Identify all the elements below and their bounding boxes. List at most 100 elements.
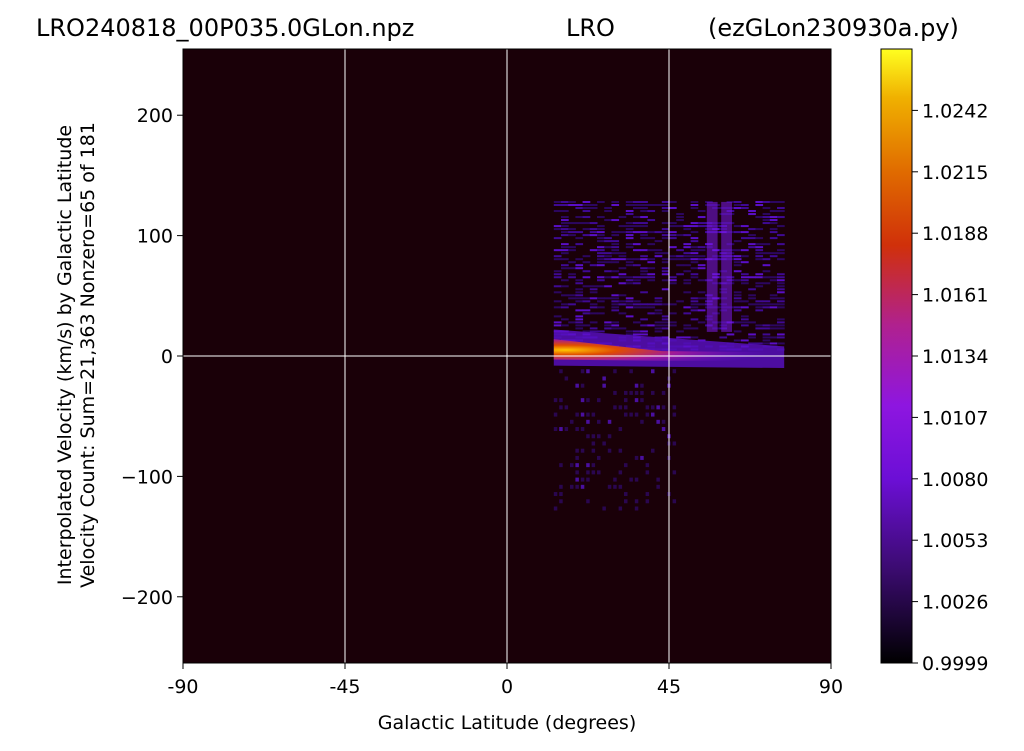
- heat-cell: [575, 222, 584, 225]
- heat-cell: [654, 327, 663, 330]
- heat-cell: [661, 321, 670, 324]
- heat-cell: [575, 315, 584, 318]
- heat-cell: [597, 300, 605, 303]
- heat-cell: [676, 336, 684, 339]
- heat-cell: [604, 258, 612, 261]
- x-tick-label: -90: [167, 676, 198, 698]
- heat-cell: [561, 258, 569, 261]
- heat-cell: [733, 291, 742, 294]
- heat-cell: [755, 255, 764, 258]
- heat-cell: [755, 327, 764, 330]
- heat-cell: [690, 327, 699, 330]
- heat-cell: [640, 276, 648, 279]
- heat-cell: [769, 297, 778, 300]
- heat-cell: [661, 318, 670, 321]
- heat-cell: [748, 297, 756, 300]
- heat-cell: [625, 297, 634, 300]
- heat-cell: [755, 306, 764, 309]
- heat-cell: [597, 434, 601, 439]
- heat-cell: [597, 225, 605, 228]
- heat-cell: [575, 427, 579, 432]
- heat-cell: [633, 200, 641, 203]
- heat-cell: [748, 210, 756, 213]
- heat-cell: [582, 261, 591, 264]
- heat-cell: [597, 249, 605, 252]
- heat-cell: [559, 463, 563, 468]
- heat-cell: [586, 499, 590, 504]
- heat-cell: [613, 390, 617, 395]
- heat-cell: [561, 279, 569, 282]
- heat-cell: [591, 434, 596, 439]
- heat-cell: [580, 427, 585, 432]
- heat-cell: [733, 258, 742, 261]
- heat-cell: [762, 213, 771, 216]
- heat-cell: [683, 264, 692, 267]
- heat-cell: [553, 492, 558, 497]
- heat-cell: [769, 222, 778, 225]
- heat-cell: [748, 213, 756, 216]
- heat-cell: [661, 234, 670, 237]
- heat-cell: [564, 376, 569, 381]
- heat-cell: [625, 330, 634, 333]
- heat-cell: [669, 225, 677, 228]
- heat-cell: [575, 297, 584, 300]
- heat-cell: [741, 261, 749, 264]
- heat-cell: [580, 484, 585, 489]
- heat-cell: [597, 255, 605, 258]
- heat-cell: [575, 207, 584, 210]
- heat-cell: [683, 228, 692, 231]
- heat-cell: [575, 258, 584, 261]
- heat-cell: [676, 300, 684, 303]
- heat-cell: [683, 327, 692, 330]
- heat-cell: [589, 234, 598, 237]
- heat-cell: [719, 336, 728, 339]
- heat-cell: [690, 255, 699, 258]
- heat-cell: [597, 240, 605, 243]
- heat-cell: [586, 477, 590, 482]
- heat-cell: [618, 470, 623, 475]
- heat-cell: [777, 291, 785, 294]
- heat-cell: [582, 255, 591, 258]
- heat-cell: [777, 324, 785, 327]
- heat-cell: [645, 463, 650, 468]
- heat-cell: [672, 470, 677, 475]
- heat-cell: [611, 246, 620, 249]
- heat-cell: [683, 291, 692, 294]
- heat-cell: [553, 273, 562, 276]
- heat-cell: [611, 249, 620, 252]
- heat-cell: [553, 255, 562, 258]
- heat-cell: [589, 321, 598, 324]
- heat-cell: [741, 315, 749, 318]
- heat-cell: [604, 207, 612, 210]
- heat-cell: [633, 225, 641, 228]
- heat-cell: [755, 249, 764, 252]
- heat-cell: [669, 231, 677, 234]
- heat-cell: [769, 210, 778, 213]
- heat-cell: [683, 225, 692, 228]
- heat-cell: [611, 240, 620, 243]
- heat-cell: [661, 204, 670, 207]
- heat-cell: [634, 455, 639, 460]
- heat-cell: [568, 294, 576, 297]
- heat-cell: [697, 291, 706, 294]
- heat-cell: [733, 306, 742, 309]
- heat-cell: [640, 383, 644, 388]
- heat-cell: [602, 506, 606, 511]
- heat-cell: [559, 492, 563, 497]
- heat-cell: [733, 264, 742, 267]
- heat-cell: [586, 419, 590, 424]
- heat-cell: [769, 327, 778, 330]
- heat-cell: [651, 412, 655, 417]
- heat-cell: [586, 412, 590, 417]
- heat-cell: [661, 237, 670, 240]
- heat-cell: [618, 405, 623, 410]
- colorbar: [880, 48, 913, 664]
- heat-cell: [640, 207, 648, 210]
- heat-cell: [597, 297, 605, 300]
- heat-cell: [591, 441, 596, 446]
- heat-cell: [647, 237, 656, 240]
- heat-cell: [591, 448, 596, 453]
- heat-cell: [597, 200, 605, 203]
- heat-cell: [568, 303, 576, 306]
- heat-cell: [582, 330, 591, 333]
